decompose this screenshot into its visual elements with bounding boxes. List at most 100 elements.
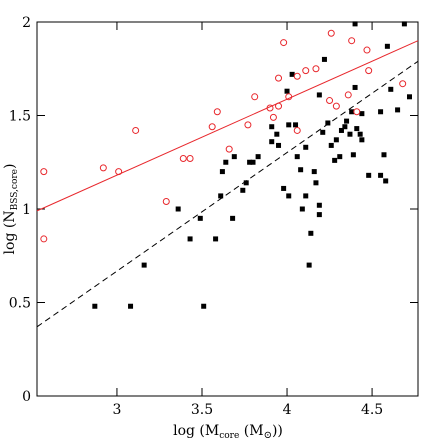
- square-point: [313, 180, 319, 186]
- square-point: [388, 86, 394, 92]
- x-axis-label: log (Mcore (M⊙)): [173, 423, 283, 441]
- square-point: [197, 215, 203, 221]
- circle-point: [353, 108, 361, 116]
- square-point: [337, 154, 343, 160]
- square-point: [332, 157, 338, 163]
- square-point: [281, 185, 287, 191]
- square-point: [219, 169, 225, 175]
- circle-point: [244, 121, 252, 129]
- square-point: [316, 92, 322, 98]
- square-point: [213, 236, 219, 242]
- circle-point: [208, 123, 216, 131]
- square-point: [349, 109, 355, 115]
- square-point: [395, 107, 401, 113]
- x-tick-label: 4.5: [361, 402, 383, 418]
- square-point: [357, 131, 363, 137]
- square-point: [338, 127, 344, 133]
- circle-point: [365, 67, 373, 75]
- square-point: [201, 303, 207, 309]
- x-label-sub: core: [219, 431, 239, 441]
- square-point: [141, 262, 147, 268]
- circle-point: [326, 97, 334, 105]
- square-point: [286, 193, 292, 199]
- y-label-part: log (N: [2, 210, 18, 254]
- square-point: [293, 122, 299, 128]
- square-point: [352, 84, 358, 90]
- circle-point: [293, 72, 301, 80]
- square-point: [320, 129, 326, 135]
- square-point: [303, 193, 309, 199]
- square-point: [359, 111, 365, 117]
- circle-point: [213, 108, 221, 116]
- square-point: [223, 159, 229, 165]
- circle-point: [132, 126, 140, 134]
- x-tick-label: 3.5: [191, 402, 213, 418]
- square-point: [250, 159, 256, 165]
- square-point: [352, 21, 358, 27]
- square-point: [381, 152, 387, 158]
- circle-point: [399, 80, 407, 88]
- square-point: [276, 142, 282, 148]
- square-point: [308, 230, 314, 236]
- square-point: [384, 43, 390, 49]
- x-label-part: (M: [239, 423, 263, 439]
- square-point: [255, 154, 261, 160]
- circle-point: [269, 113, 277, 121]
- square-point: [298, 167, 304, 173]
- square-point: [231, 154, 237, 160]
- circle-point: [225, 145, 233, 153]
- square-point: [316, 212, 322, 218]
- circle-point: [179, 155, 187, 163]
- circle-point: [40, 168, 48, 176]
- square-point: [306, 262, 312, 268]
- circle-point: [344, 91, 352, 99]
- square-point: [344, 118, 350, 124]
- circle-point: [186, 155, 194, 163]
- square-point: [230, 215, 236, 221]
- circle-point: [293, 126, 301, 134]
- circle-point: [312, 65, 320, 73]
- circle-point: [251, 93, 259, 101]
- square-point: [359, 137, 365, 143]
- square-point: [383, 178, 389, 184]
- square-point: [350, 152, 356, 158]
- square-point: [284, 88, 290, 94]
- y-label-sub: BSS,core: [10, 169, 20, 210]
- square-point: [269, 139, 275, 145]
- fit-line: [36, 40, 419, 212]
- square-point: [269, 124, 275, 130]
- circle-point: [327, 29, 335, 37]
- y-tick-label: 0.5: [9, 296, 31, 312]
- square-point: [321, 56, 327, 62]
- square-point: [342, 124, 348, 130]
- circle-point: [332, 102, 340, 110]
- square-point: [175, 206, 181, 212]
- fit-line: [36, 60, 419, 328]
- x-tick-label: 3: [112, 402, 121, 418]
- circle-point: [99, 164, 107, 172]
- circle-point: [302, 67, 310, 75]
- square-point: [401, 21, 407, 27]
- circle-point: [363, 46, 371, 54]
- square-point: [325, 120, 331, 126]
- square-point: [286, 122, 292, 128]
- x-label-sub: ⊙: [264, 430, 272, 441]
- square-point: [303, 144, 309, 150]
- square-point: [378, 172, 384, 178]
- plot-frame: [36, 21, 419, 397]
- circle-point: [40, 235, 48, 243]
- y-tick-label: 1: [22, 202, 31, 218]
- square-point: [240, 187, 246, 193]
- square-point: [289, 71, 295, 77]
- square-point: [333, 137, 339, 143]
- square-point: [243, 180, 249, 186]
- square-point: [299, 206, 305, 212]
- square-point: [328, 142, 334, 148]
- circle-point: [348, 37, 356, 45]
- y-axis-label: log (NBSS,core): [2, 164, 20, 255]
- square-point: [218, 193, 224, 199]
- x-label-part: )): [272, 423, 283, 439]
- square-point: [187, 236, 193, 242]
- square-point: [347, 131, 353, 137]
